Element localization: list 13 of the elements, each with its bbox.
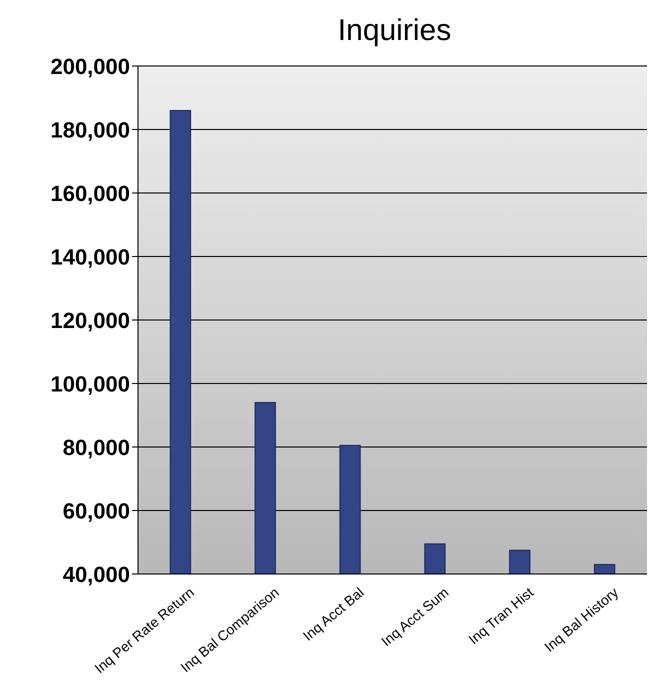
y-tick-label: 120,000 <box>50 308 130 333</box>
chart-title: Inquiries <box>336 13 452 49</box>
y-tick-label: 200,000 <box>50 54 130 79</box>
x-tick-label: Inq Tran Hist <box>465 584 536 648</box>
y-tick-label: 100,000 <box>50 371 130 396</box>
y-tick-label: 140,000 <box>50 244 130 270</box>
y-tick-label: 160,000 <box>50 180 130 206</box>
x-tick-label: Inq Acct Sum <box>378 584 452 650</box>
y-tick-label: 180,000 <box>50 117 130 142</box>
x-tick-label: Inq Acct Bal <box>300 584 367 644</box>
y-tick-label: 40,000 <box>62 562 130 587</box>
y-tick-label: 60,000 <box>62 498 130 524</box>
y-tick-label: 80,000 <box>62 434 130 460</box>
